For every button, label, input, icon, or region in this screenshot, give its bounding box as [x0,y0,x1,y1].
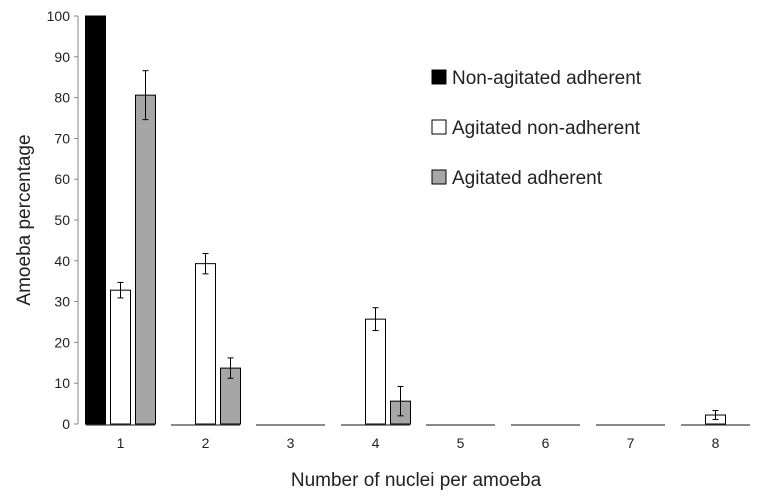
axes: 0 10 20 30 40 50 60 70 80 90 100 1 2 3 4 5 6 7 8 [47,8,750,451]
x-tick-label: 4 [372,435,380,451]
y-tick-label: 100 [47,8,71,24]
y-tick-label: 10 [54,375,70,391]
x-tick-label: 5 [457,435,465,451]
legend-swatch [431,119,447,135]
y-tick-label: 70 [54,130,70,146]
legend-label: Agitated non-adherent [452,118,641,139]
x-tick-label: 6 [542,435,550,451]
error-bars [117,70,719,421]
bar [110,289,131,425]
y-tick-label: 30 [54,294,70,310]
bar [195,263,216,425]
bar [135,94,156,425]
y-tick-label: 0 [62,416,70,432]
legend-swatch [431,169,447,185]
x-tick-label: 2 [202,435,210,451]
x-tick-label: 1 [117,435,125,451]
x-tick-label: 3 [287,435,295,451]
y-tick-label: 60 [54,171,70,187]
x-tick-label: 7 [627,435,635,451]
bars [85,15,726,425]
legend-swatch [431,69,447,85]
x-axis-label: Number of nuclei per amoeba [291,470,542,491]
y-tick-label: 40 [54,253,70,269]
legend-label: Agitated adherent [452,168,603,189]
y-tick-label: 20 [54,334,70,350]
legend: Non-agitated adherent Agitated non-adhere… [431,68,642,189]
x-tick-label: 8 [712,435,720,451]
y-tick-label: 80 [54,90,70,106]
bar [85,15,106,425]
y-axis-label: Amoeba percentage [14,134,35,305]
legend-label: Non-agitated adherent [452,68,642,89]
y-tick-label: 90 [54,49,70,65]
bar [365,318,386,425]
y-tick-label: 50 [54,212,70,228]
